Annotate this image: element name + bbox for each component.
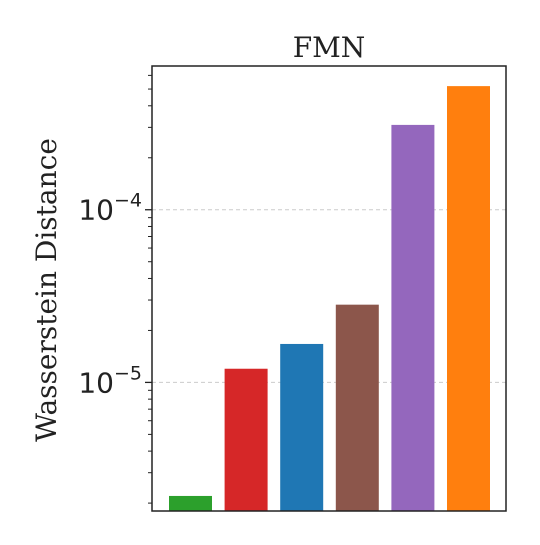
bar-2 (224, 368, 268, 511)
y-tick-label: 10−5 (78, 362, 142, 399)
y-tick-base: 10 (78, 366, 114, 399)
y-tick-exponent: −4 (114, 190, 142, 212)
bar-3 (280, 343, 324, 511)
plot-frame (151, 65, 507, 512)
y-axis-ticks: 10−510−4 (78, 74, 152, 504)
bar-4 (335, 304, 379, 511)
bars (169, 86, 490, 511)
y-tick-label: 10−4 (78, 190, 142, 227)
y-axis-label: Wasserstein Distance (30, 138, 63, 442)
y-tick-base: 10 (78, 194, 114, 227)
chart-title: FMN (293, 31, 366, 64)
bar-1 (169, 495, 212, 511)
bar-5 (391, 124, 435, 511)
bar-6 (447, 86, 490, 511)
y-tick-exponent: −5 (114, 362, 142, 384)
